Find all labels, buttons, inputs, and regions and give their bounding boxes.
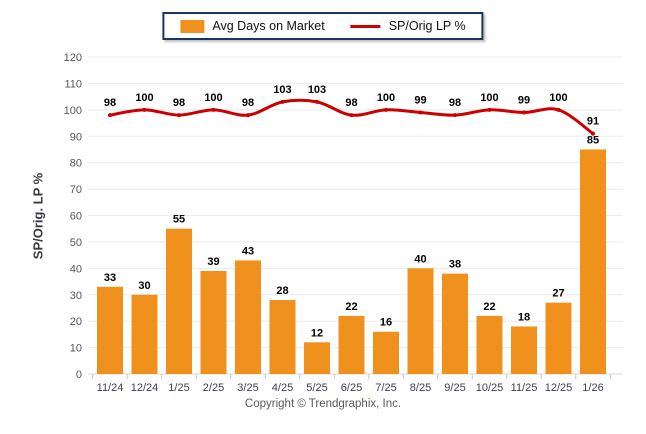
y-tick-label: 80 xyxy=(70,158,82,170)
x-tick-label: 9/25 xyxy=(444,382,465,394)
line-point-marker xyxy=(522,110,526,115)
y-tick-label: 100 xyxy=(64,105,82,117)
x-tick-label: 12/24 xyxy=(131,382,159,394)
line-value-label: 91 xyxy=(587,116,599,128)
bar-11/24 xyxy=(97,286,123,374)
line-point-marker xyxy=(453,113,457,118)
line-value-label: 100 xyxy=(549,92,567,104)
line-value-label: 98 xyxy=(173,97,185,109)
y-tick-label: 40 xyxy=(70,263,82,275)
y-tick-label: 90 xyxy=(70,131,82,143)
line-value-label: 98 xyxy=(242,97,254,109)
x-tick-label: 6/25 xyxy=(341,382,362,394)
y-axis-title: SP/Orig. LP % xyxy=(30,172,46,260)
line-point-marker xyxy=(487,107,492,112)
line-point-marker xyxy=(556,107,561,112)
x-tick-label: 1/26 xyxy=(582,382,603,394)
bar-2/25 xyxy=(200,270,227,374)
bar-1/26 xyxy=(580,149,606,374)
line-value-label: 103 xyxy=(273,84,291,96)
bar-11/25 xyxy=(511,326,537,374)
line-value-label: 100 xyxy=(377,92,395,104)
line-value-label: 103 xyxy=(308,84,326,96)
x-tick-label: 5/25 xyxy=(306,382,327,394)
y-tick-label: 120 xyxy=(64,52,82,64)
line-point-marker xyxy=(108,113,112,118)
bar-3/25 xyxy=(235,260,261,374)
bar-value-label: 16 xyxy=(380,317,392,329)
line-point-marker xyxy=(384,107,388,112)
bar-5/25 xyxy=(304,342,330,374)
x-tick-label: 10/25 xyxy=(476,382,504,394)
y-tick-label: 0 xyxy=(76,369,82,381)
bar-value-label: 85 xyxy=(587,134,599,146)
line-value-label: 100 xyxy=(480,92,498,104)
line-value-label: 98 xyxy=(345,97,357,109)
line-value-label: 100 xyxy=(135,92,153,104)
bar-value-label: 18 xyxy=(518,311,530,323)
y-tick-label: 10 xyxy=(70,343,82,355)
x-tick-label: 4/25 xyxy=(272,382,293,394)
legend-label-sp-orig-lp: SP/Orig LP % xyxy=(388,19,466,33)
bar-value-label: 12 xyxy=(311,327,323,339)
line-swatch-icon xyxy=(350,24,381,28)
bar-12/24 xyxy=(131,294,158,374)
x-tick-label: 11/25 xyxy=(511,382,538,394)
line-point-marker xyxy=(211,107,216,112)
x-tick-label: 12/25 xyxy=(545,382,573,394)
line-value-label: 98 xyxy=(449,97,461,109)
line-point-marker xyxy=(591,131,595,136)
line-value-label: 98 xyxy=(104,97,116,109)
bar-10/25 xyxy=(476,315,503,374)
line-point-marker xyxy=(280,99,285,104)
copyright-text: Copyright © Trendgraphix, Inc. xyxy=(244,398,402,410)
y-tick-label: 60 xyxy=(70,211,82,223)
bar-value-label: 43 xyxy=(242,245,254,257)
x-tick-label: 7/25 xyxy=(375,382,396,394)
line-value-label: 100 xyxy=(204,92,222,104)
y-tick-label: 20 xyxy=(70,316,82,328)
y-tick-label: 110 xyxy=(64,78,82,90)
x-tick-label: 11/24 xyxy=(97,382,124,394)
x-tick-label: 2/25 xyxy=(203,382,224,394)
x-tick-label: 1/25 xyxy=(168,382,189,394)
y-tick-label: 70 xyxy=(70,184,82,196)
legend-label-avg-days: Avg Days on Market xyxy=(212,19,325,33)
bar-8/25 xyxy=(407,268,434,374)
bar-9/25 xyxy=(442,273,468,374)
legend-item-avg-days: Avg Days on Market xyxy=(180,19,325,33)
x-tick-label: 8/25 xyxy=(410,382,431,394)
line-point-marker xyxy=(246,113,250,118)
bar-12/25 xyxy=(545,302,572,374)
bar-value-label: 33 xyxy=(104,272,116,284)
line-point-marker xyxy=(142,107,147,112)
bar-value-label: 27 xyxy=(552,288,564,300)
bar-swatch-icon xyxy=(180,19,205,33)
legend-item-sp-orig-lp: SP/Orig LP % xyxy=(350,19,466,33)
bar-value-label: 22 xyxy=(345,301,357,313)
line-value-label: 99 xyxy=(518,94,530,106)
bar-value-label: 55 xyxy=(173,214,185,226)
bar-6/25 xyxy=(338,315,365,374)
line-value-label: 99 xyxy=(414,94,426,106)
bar-value-label: 28 xyxy=(276,285,288,297)
y-tick-label: 30 xyxy=(70,290,82,302)
bar-4/25 xyxy=(269,300,296,374)
bar-value-label: 38 xyxy=(449,259,461,271)
line-point-marker xyxy=(315,99,319,104)
bar-value-label: 39 xyxy=(207,256,219,268)
line-point-marker xyxy=(177,113,181,118)
x-tick-label: 3/25 xyxy=(237,382,258,394)
y-tick-label: 50 xyxy=(70,237,82,249)
chart-legend: Avg Days on Market SP/Orig LP % xyxy=(162,12,484,40)
bar-value-label: 30 xyxy=(138,280,150,292)
bar-7/25 xyxy=(373,331,399,374)
line-point-marker xyxy=(418,110,423,115)
line-point-marker xyxy=(349,113,354,118)
bar-1/25 xyxy=(166,228,192,374)
bar-value-label: 40 xyxy=(414,253,426,265)
bar-value-label: 22 xyxy=(483,301,495,313)
